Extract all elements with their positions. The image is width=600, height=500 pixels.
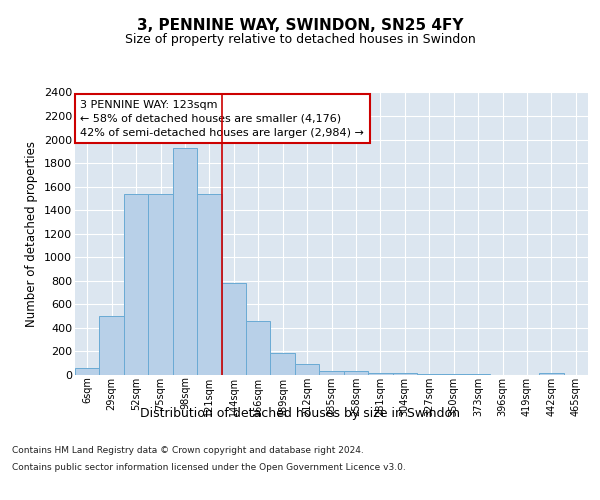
Text: Distribution of detached houses by size in Swindon: Distribution of detached houses by size … [140, 408, 460, 420]
Bar [344, 372, 368, 375]
Y-axis label: Number of detached properties: Number of detached properties [25, 141, 38, 327]
Bar [197, 194, 221, 375]
Bar [539, 372, 563, 375]
Text: Contains HM Land Registry data © Crown copyright and database right 2024.: Contains HM Land Registry data © Crown c… [12, 446, 364, 455]
Bar [466, 374, 490, 375]
Bar [148, 194, 173, 375]
Bar [75, 368, 100, 375]
Bar [221, 283, 246, 375]
Bar [271, 353, 295, 375]
Bar [173, 148, 197, 375]
Bar [417, 374, 442, 375]
Bar [319, 371, 344, 375]
Text: Contains public sector information licensed under the Open Government Licence v3: Contains public sector information licen… [12, 464, 406, 472]
Bar [100, 316, 124, 375]
Text: Size of property relative to detached houses in Swindon: Size of property relative to detached ho… [125, 32, 475, 46]
Text: 3 PENNINE WAY: 123sqm
← 58% of detached houses are smaller (4,176)
42% of semi-d: 3 PENNINE WAY: 123sqm ← 58% of detached … [80, 100, 364, 138]
Text: 3, PENNINE WAY, SWINDON, SN25 4FY: 3, PENNINE WAY, SWINDON, SN25 4FY [137, 18, 463, 32]
Bar [124, 194, 148, 375]
Bar [368, 372, 392, 375]
Bar [246, 321, 271, 375]
Bar [442, 374, 466, 375]
Bar [392, 373, 417, 375]
Bar [295, 364, 319, 375]
